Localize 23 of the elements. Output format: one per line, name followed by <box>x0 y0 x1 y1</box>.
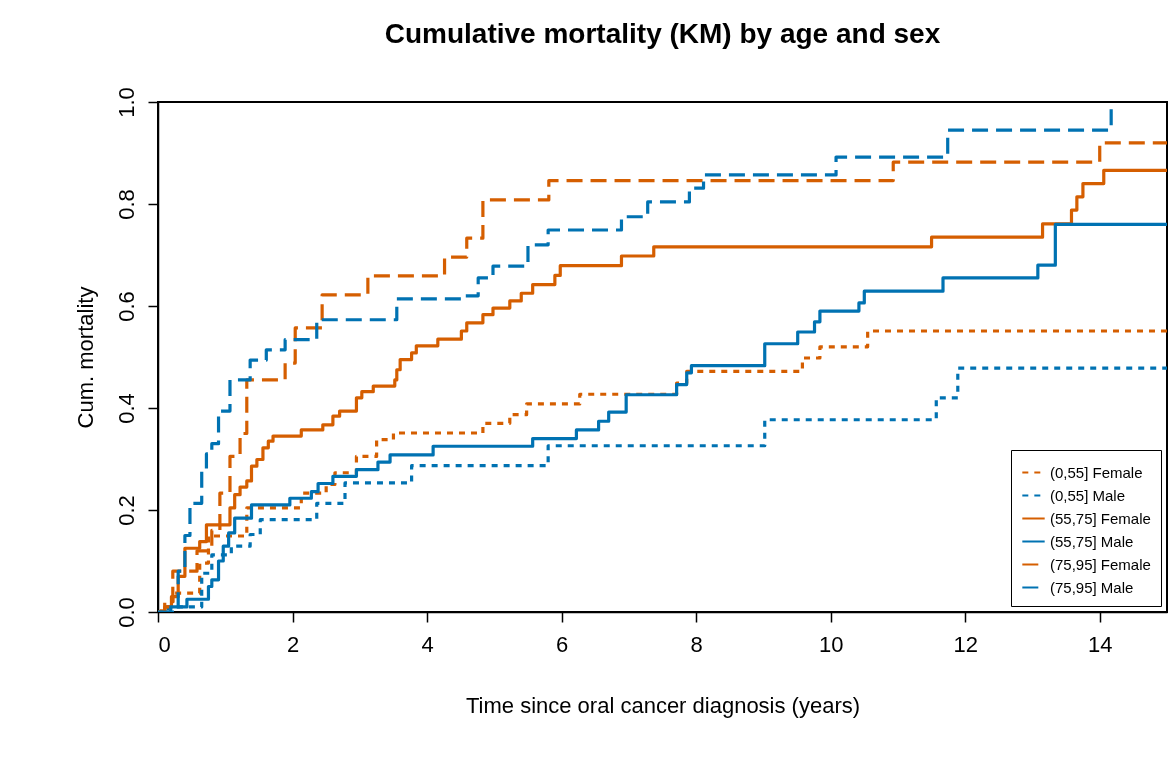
legend-label: (0,55] Male <box>1050 486 1126 504</box>
legend-label: (0,55] Female <box>1050 463 1143 481</box>
y-axis-title: Cum. mortality <box>72 286 98 429</box>
x-tick-label: 12 <box>953 631 978 657</box>
y-tick-label: 1.0 <box>113 87 139 118</box>
legend-label: (55,75] Female <box>1050 509 1151 527</box>
y-tick-label: 0.8 <box>113 189 139 220</box>
x-tick-label: 6 <box>555 631 569 657</box>
x-tick-label: 0 <box>158 631 171 657</box>
x-axis-title: Time since oral cancer diagnosis (years) <box>465 692 861 718</box>
legend-label: (75,95] Female <box>1050 555 1151 573</box>
y-tick-label: 0.6 <box>113 291 139 322</box>
y-tick-label: 0.0 <box>113 597 139 628</box>
x-tick-label: 4 <box>421 631 434 657</box>
x-tick-label: 2 <box>286 631 300 657</box>
x-tick-label: 14 <box>1087 631 1113 657</box>
chart-title: Cumulative mortality (KM) by age and sex <box>384 17 941 49</box>
y-tick-label: 0.4 <box>113 393 139 424</box>
x-tick-label: 8 <box>690 631 703 657</box>
legend-label: (55,75] Male <box>1050 532 1134 550</box>
y-tick-label: 0.2 <box>113 495 139 526</box>
x-tick-label: 10 <box>818 631 844 657</box>
legend-label: (75,95] Male <box>1050 578 1134 596</box>
